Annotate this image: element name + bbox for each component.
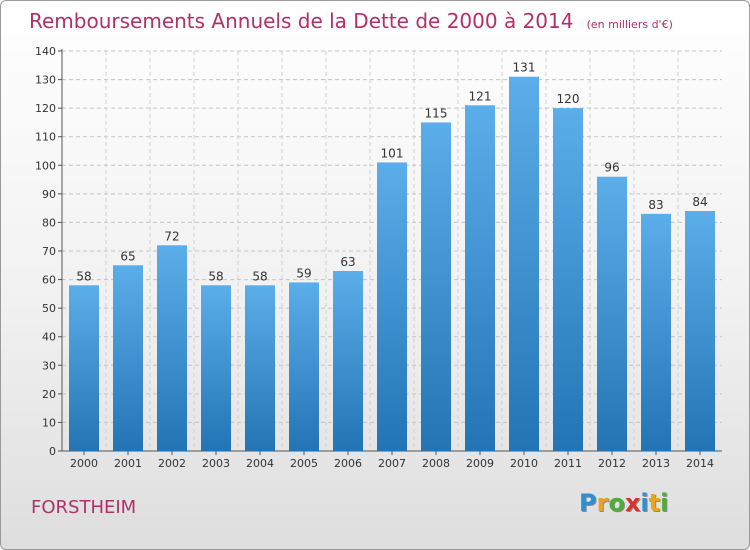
value-label-2013: 83 — [648, 198, 663, 212]
logo-letter: P — [579, 489, 597, 517]
x-tick-label-2009: 2009 — [466, 457, 494, 470]
value-label-2008: 115 — [425, 106, 448, 120]
bar-2000 — [69, 285, 99, 451]
chart-title: Remboursements Annuels de la Dette de 20… — [29, 9, 574, 33]
bar-2008 — [421, 122, 451, 451]
value-label-2011: 120 — [557, 92, 580, 106]
commune-name: FORSTHEIM — [31, 497, 137, 518]
bar-2009 — [465, 105, 495, 452]
y-tick-label: 40 — [42, 331, 56, 344]
y-tick-label: 50 — [42, 302, 56, 315]
x-tick-label-2001: 2001 — [114, 457, 142, 470]
x-tick-label-2010: 2010 — [510, 457, 538, 470]
logo-letter: o — [608, 489, 625, 517]
bar-2014 — [685, 211, 715, 451]
bar-2013 — [641, 213, 671, 451]
bar-2010 — [509, 76, 539, 451]
bar-2007 — [377, 162, 407, 451]
bar-2001 — [113, 265, 143, 451]
y-tick-label: 10 — [42, 416, 56, 429]
x-tick-label-2012: 2012 — [598, 457, 626, 470]
bar-2006 — [333, 271, 363, 451]
bars — [69, 76, 715, 452]
x-tick-label-2007: 2007 — [378, 457, 406, 470]
y-tick-label: 100 — [35, 159, 56, 172]
x-tick-label-2008: 2008 — [422, 457, 450, 470]
value-label-2000: 58 — [76, 269, 91, 283]
y-tick-label: 120 — [35, 102, 56, 115]
y-tick-label: 30 — [42, 359, 56, 372]
x-tick-label-2006: 2006 — [334, 457, 362, 470]
bar-2012 — [597, 176, 627, 451]
value-label-2004: 58 — [252, 269, 267, 283]
logo-letter: x — [624, 489, 641, 517]
y-tick-label: 60 — [42, 274, 56, 287]
logo-letter: t — [648, 489, 661, 517]
x-tick-label-2002: 2002 — [158, 457, 186, 470]
y-tick-label: 130 — [35, 74, 56, 87]
logo-letter: i — [640, 489, 649, 517]
bar-2005 — [289, 282, 319, 451]
y-tick-label: 110 — [35, 131, 56, 144]
value-label-2014: 84 — [692, 195, 707, 209]
chart-subtitle: (en milliers d'€) — [586, 18, 673, 31]
y-tick-label: 0 — [49, 445, 56, 458]
bar-2002 — [157, 245, 187, 451]
bar-2011 — [553, 108, 583, 452]
x-tick-label-2011: 2011 — [554, 457, 582, 470]
value-label-2006: 63 — [340, 255, 355, 269]
y-tick-label: 80 — [42, 216, 56, 229]
value-label-2007: 101 — [381, 146, 404, 160]
x-tick-label-2014: 2014 — [686, 457, 714, 470]
y-tick-label: 90 — [42, 188, 56, 201]
value-label-2001: 65 — [120, 249, 135, 263]
bar-2003 — [201, 285, 231, 451]
x-tick-label-2004: 2004 — [246, 457, 274, 470]
value-label-2012: 96 — [604, 161, 619, 175]
labels: 0 10 20 30 40 50 60 70 80 90 100 110 120 130 140 58 2000… — [35, 45, 714, 470]
y-tick-label: 70 — [42, 245, 56, 258]
logo-letter: i — [660, 489, 669, 517]
value-label-2010: 131 — [513, 61, 536, 75]
x-tick-label-2000: 2000 — [70, 457, 98, 470]
y-tick-label: 20 — [42, 388, 56, 401]
bar-2004 — [245, 285, 275, 451]
value-label-2005: 59 — [296, 266, 311, 280]
proxiti-logo: Proxiti — [579, 489, 668, 517]
y-tick-label: 140 — [35, 45, 56, 58]
x-tick-label-2005: 2005 — [290, 457, 318, 470]
value-label-2003: 58 — [208, 269, 223, 283]
value-label-2009: 121 — [469, 89, 492, 103]
title-row: Remboursements Annuels de la Dette de 20… — [29, 9, 673, 33]
logo-letter: r — [596, 489, 609, 517]
x-tick-label-2013: 2013 — [642, 457, 670, 470]
x-tick-label-2003: 2003 — [202, 457, 230, 470]
value-label-2002: 72 — [164, 229, 179, 243]
